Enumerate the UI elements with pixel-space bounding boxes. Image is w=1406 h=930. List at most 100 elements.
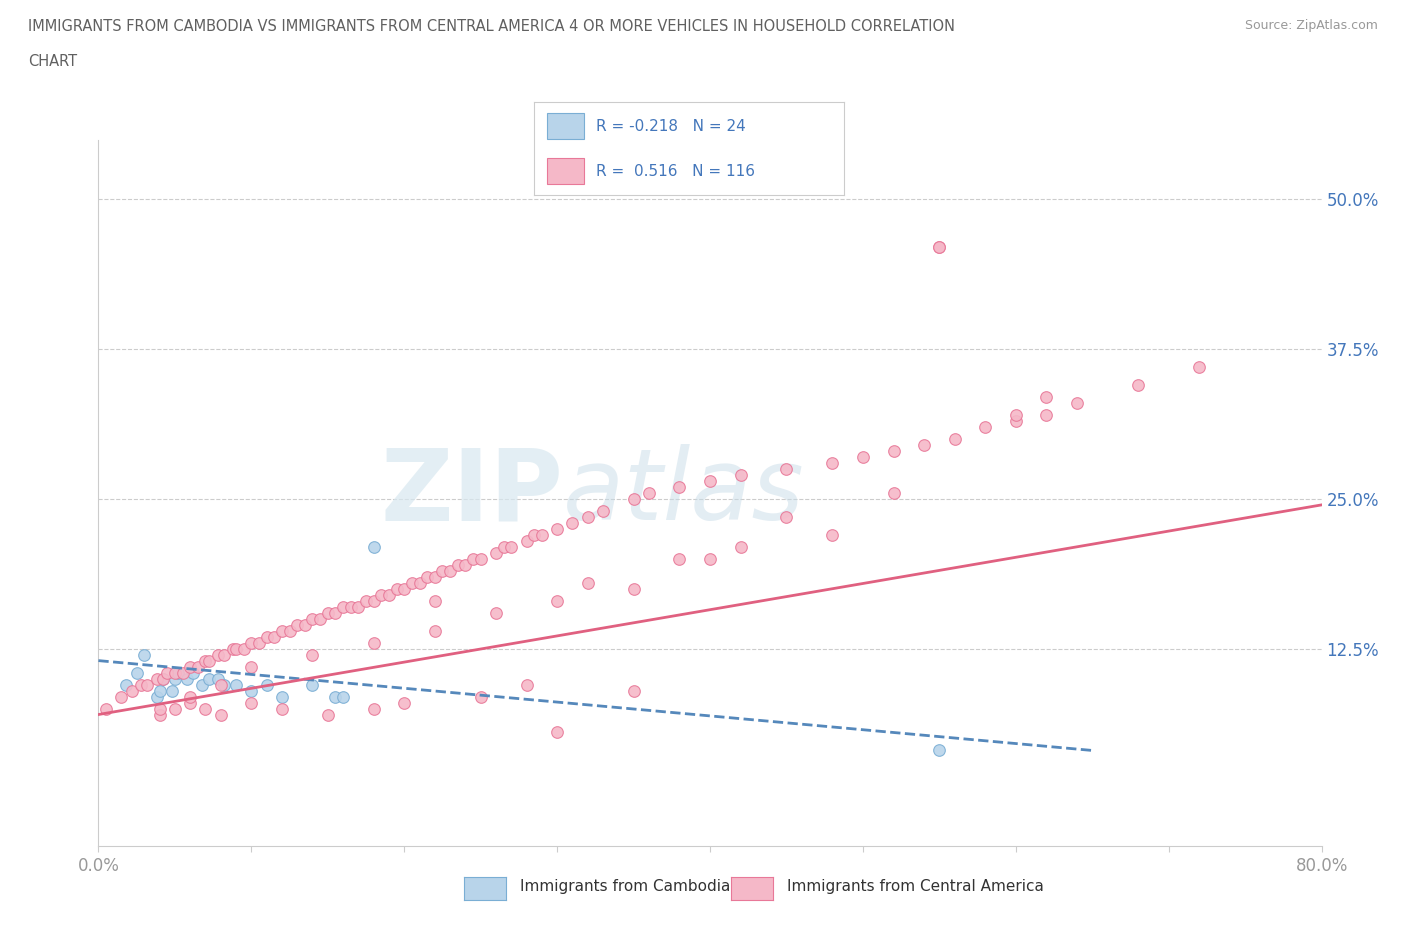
Point: [1188, 360, 1211, 375]
Point: [160, 684, 183, 698]
Text: R = -0.218   N = 24: R = -0.218 N = 24: [596, 119, 747, 134]
Point: [240, 659, 263, 674]
Point: [576, 576, 599, 591]
Point: [301, 677, 323, 692]
Point: [209, 677, 232, 692]
Point: [152, 671, 174, 686]
Point: [136, 677, 159, 692]
Point: [225, 677, 247, 692]
Point: [301, 647, 323, 662]
Bar: [547, 158, 583, 184]
Point: [385, 581, 408, 596]
Point: [256, 677, 278, 692]
Point: [149, 701, 172, 716]
Point: [974, 419, 997, 434]
Point: [94, 701, 117, 716]
Point: [163, 671, 186, 686]
Point: [134, 647, 156, 662]
Point: [115, 677, 138, 692]
Point: [325, 689, 347, 704]
Point: [339, 599, 361, 614]
Point: [546, 593, 568, 608]
Point: [332, 599, 354, 614]
Point: [883, 485, 905, 500]
Point: [392, 695, 416, 710]
Point: [163, 701, 186, 716]
Point: [145, 689, 167, 704]
Point: [347, 599, 370, 614]
Point: [775, 461, 797, 476]
Point: [325, 605, 347, 620]
Point: [699, 551, 721, 566]
Point: [516, 534, 538, 549]
Point: [1128, 378, 1150, 392]
Point: [163, 665, 186, 680]
Point: [179, 695, 201, 710]
Point: [730, 468, 752, 483]
Point: [623, 491, 645, 506]
Point: [423, 569, 446, 584]
Point: [247, 635, 270, 650]
Point: [1035, 390, 1057, 405]
Point: [145, 671, 167, 686]
Point: [256, 630, 278, 644]
Point: [191, 677, 214, 692]
Point: [270, 701, 292, 716]
Point: [1035, 407, 1057, 422]
Point: [278, 623, 301, 638]
Point: [332, 689, 354, 704]
Point: [408, 576, 430, 591]
Point: [492, 539, 515, 554]
Point: [470, 551, 492, 566]
Point: [623, 581, 645, 596]
Point: [149, 684, 172, 698]
Point: [194, 653, 217, 668]
Point: [301, 611, 323, 626]
Text: IMMIGRANTS FROM CAMBODIA VS IMMIGRANTS FROM CENTRAL AMERICA 4 OR MORE VEHICLES I: IMMIGRANTS FROM CAMBODIA VS IMMIGRANTS F…: [28, 19, 955, 33]
Point: [523, 527, 546, 542]
Point: [363, 701, 385, 716]
Bar: [547, 113, 583, 140]
Point: [209, 707, 232, 722]
Point: [592, 503, 614, 518]
Point: [263, 630, 285, 644]
Point: [316, 605, 339, 620]
Point: [129, 677, 152, 692]
Point: [1004, 414, 1026, 429]
Point: [207, 671, 229, 686]
Point: [1004, 407, 1026, 422]
Point: [207, 647, 229, 662]
Point: [416, 569, 439, 584]
Point: [623, 684, 645, 698]
Text: atlas: atlas: [564, 445, 804, 541]
Point: [370, 587, 392, 602]
Point: [501, 539, 523, 554]
Point: [240, 635, 263, 650]
Point: [637, 485, 661, 500]
Point: [928, 240, 950, 255]
Point: [461, 551, 484, 566]
Point: [516, 677, 538, 692]
Point: [316, 707, 339, 722]
Text: Immigrants from Central America: Immigrants from Central America: [787, 879, 1045, 894]
Point: [530, 527, 553, 542]
Text: ZIP: ZIP: [381, 445, 564, 541]
Point: [546, 522, 568, 537]
Point: [423, 623, 446, 638]
Point: [668, 480, 690, 495]
Point: [378, 587, 401, 602]
Point: [1066, 395, 1088, 410]
Point: [454, 557, 477, 572]
Point: [821, 527, 844, 542]
Point: [775, 510, 797, 525]
Point: [197, 653, 219, 668]
Point: [363, 635, 385, 650]
Point: [668, 551, 690, 566]
Point: [928, 240, 950, 255]
Point: [167, 665, 190, 680]
Point: [447, 557, 470, 572]
Text: CHART: CHART: [28, 54, 77, 69]
Point: [546, 725, 568, 740]
Point: [121, 684, 143, 698]
Point: [294, 618, 316, 632]
